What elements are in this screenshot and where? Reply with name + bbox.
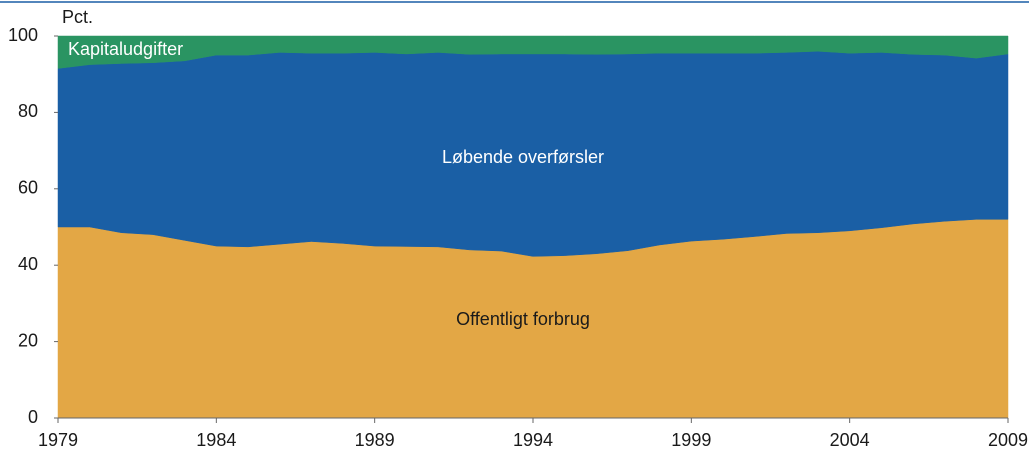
area	[57, 35, 1009, 69]
x-tick-label: 1984	[196, 430, 236, 450]
x-tick-label: 2009	[988, 430, 1028, 450]
series-label: Kapitaludgifter	[68, 39, 183, 59]
y-tick-label: 0	[28, 407, 38, 427]
y-tick-label: 60	[18, 178, 38, 198]
y-tick-label: 80	[18, 101, 38, 121]
series-label: Offentligt forbrug	[456, 309, 590, 329]
y-tick-label: 100	[8, 25, 38, 45]
x-tick-label: 1979	[38, 430, 78, 450]
x-tick-label: 2004	[830, 430, 870, 450]
y-tick-label: 20	[18, 330, 38, 350]
y-axis-label: Pct.	[62, 7, 93, 27]
x-tick-label: 1989	[355, 430, 395, 450]
x-tick-label: 1999	[671, 430, 711, 450]
series-label: Løbende overførsler	[442, 147, 604, 167]
y-tick-label: 40	[18, 254, 38, 274]
x-tick-label: 1994	[513, 430, 553, 450]
